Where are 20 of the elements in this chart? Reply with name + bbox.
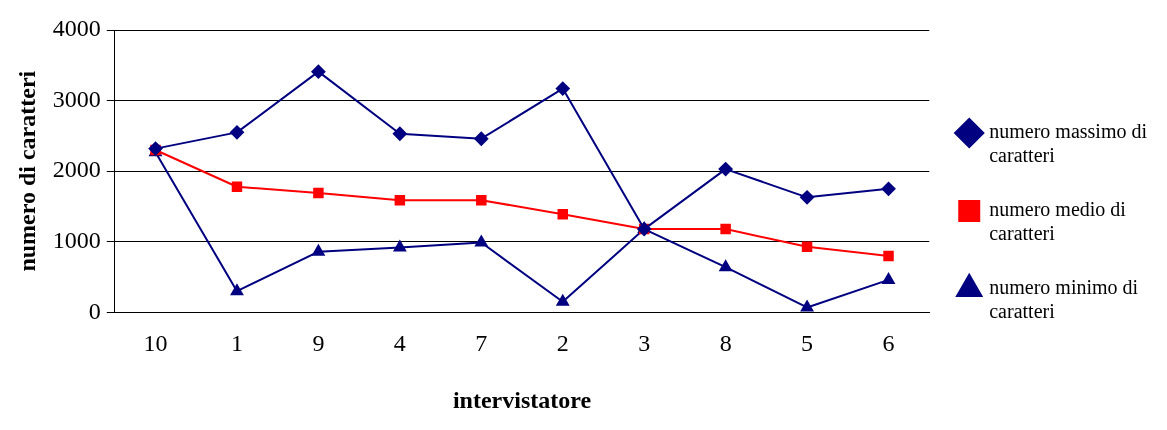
legend-label: numero massimo di caratteri [989, 120, 1148, 167]
x-tick-label: 10 [143, 330, 168, 357]
y-axis-title: numero di caratteri [13, 70, 40, 272]
x-tick-label: 5 [801, 330, 814, 357]
y-tick-label: 2000 [52, 156, 101, 183]
x-tick-label: 2 [556, 330, 569, 357]
legend-label: numero medio di caratteri [989, 198, 1127, 245]
x-tick-label: 4 [393, 330, 406, 357]
x-tick-label: 7 [475, 330, 488, 357]
y-tick-label: 1000 [52, 227, 101, 254]
legend-label: numero minimo di caratteri [989, 276, 1139, 323]
x-tick-label: 1 [230, 330, 243, 357]
y-tick-label: 0 [88, 297, 101, 324]
x-tick-label: 3 [638, 330, 651, 357]
x-tick-label: 6 [882, 330, 895, 357]
x-tick-label: 8 [719, 330, 732, 357]
x-tick-label: 9 [312, 330, 325, 357]
y-tick-label: 3000 [52, 85, 101, 112]
x-axis-title: intervistatore [452, 386, 592, 413]
y-tick-label: 4000 [52, 15, 101, 42]
